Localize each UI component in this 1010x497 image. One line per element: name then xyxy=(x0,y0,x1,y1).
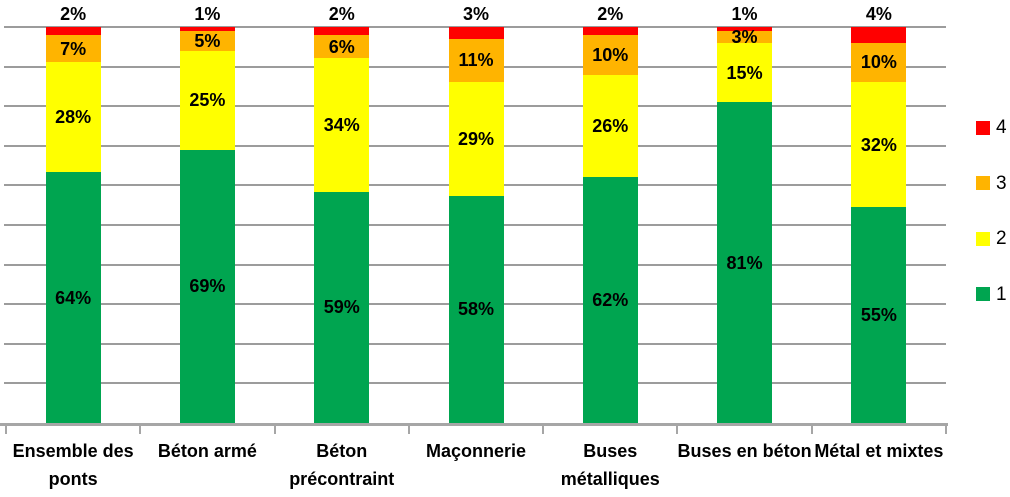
bar-value-label-series3-cat1: 7% xyxy=(60,38,87,59)
bar-segment-series2-cat3 xyxy=(314,58,370,192)
bar-segment-series4-cat3 xyxy=(314,27,370,35)
bar-segment-series3-cat6 xyxy=(717,30,773,43)
x-axis-tick xyxy=(542,426,545,434)
bar-value-label-series1-cat3: 59% xyxy=(323,297,360,318)
bar-segment-series3-cat1 xyxy=(45,34,101,63)
bar-value-label-series1-cat2: 69% xyxy=(189,276,226,297)
bar-segment-series1-cat4 xyxy=(448,195,504,423)
category-label-5: Buses métalliques xyxy=(560,441,660,489)
legend-item-4: 4 xyxy=(976,118,1007,137)
bar-segment-series3-cat5 xyxy=(582,34,638,75)
legend-label-series1: 1 xyxy=(996,283,1007,305)
bar-segment-series1-cat1 xyxy=(45,172,101,423)
legend-item-2: 2 xyxy=(976,229,1007,248)
bar-segment-series1-cat7 xyxy=(851,207,907,423)
category-label-6: Buses en béton xyxy=(677,441,812,461)
legend-swatch-series3 xyxy=(976,176,990,190)
bar-segment-series4-cat1 xyxy=(45,27,101,35)
bar-top-value-label-cat5: 2% xyxy=(597,4,624,24)
bar-segment-series1-cat3 xyxy=(314,191,370,423)
x-axis-tick xyxy=(5,426,7,434)
category-label-3: Béton précontraint xyxy=(289,441,395,489)
bar-segment-series4-cat7 xyxy=(851,27,907,43)
bar-value-label-series3-cat2: 5% xyxy=(194,30,221,51)
bar-segment-series2-cat6 xyxy=(717,42,773,103)
x-axis-tick xyxy=(945,426,947,434)
category-label-1: Ensemble des ponts xyxy=(12,441,134,489)
legend-item-3: 3 xyxy=(976,174,1007,193)
bar-value-label-series1-cat6: 81% xyxy=(726,252,763,273)
bar-value-label-series2-cat4: 29% xyxy=(457,128,495,149)
bar-segment-series2-cat4 xyxy=(448,81,504,196)
bar-segment-series1-cat6 xyxy=(717,102,773,423)
bar-top-value-label-cat1: 2% xyxy=(60,4,87,24)
bar-segment-series2-cat5 xyxy=(582,74,638,178)
legend-swatch-series2 xyxy=(976,231,990,246)
bar-value-label-series3-cat4: 11% xyxy=(458,50,494,71)
bar-segment-series3-cat2 xyxy=(179,30,235,51)
bar-segment-series2-cat2 xyxy=(179,50,235,150)
legend-label-series3: 3 xyxy=(996,172,1007,194)
bar-top-value-label-cat6: 1% xyxy=(731,4,758,24)
bar-value-label-series1-cat4: 58% xyxy=(457,299,495,320)
bar-segment-series4-cat6 xyxy=(717,27,773,31)
x-axis-tick xyxy=(810,426,813,434)
x-axis-tick xyxy=(139,426,142,434)
bar-value-label-series2-cat5: 26% xyxy=(592,116,629,136)
bar-segment-series3-cat7 xyxy=(851,42,907,82)
legend-item-1: 1 xyxy=(976,285,1007,304)
x-axis-tick xyxy=(407,426,410,434)
bar-value-label-series3-cat3: 6% xyxy=(328,36,355,57)
bar-value-label-series1-cat1: 64% xyxy=(55,287,92,308)
bar-segment-series1-cat5 xyxy=(582,177,638,423)
legend-label-series4: 4 xyxy=(996,117,1007,138)
bar-value-label-series2-cat6: 15% xyxy=(726,62,763,83)
bar-value-label-series3-cat7: 10% xyxy=(860,52,897,73)
legend: 4 3 2 1 xyxy=(976,118,1010,308)
bar-top-value-label-cat3: 2% xyxy=(328,4,355,24)
x-axis-tick xyxy=(676,426,679,434)
bar-segment-series2-cat1 xyxy=(45,62,101,173)
bar-segment-series4-cat5 xyxy=(582,27,638,35)
category-label-4: Maçonnerie xyxy=(425,441,526,461)
legend-label-series2: 2 xyxy=(996,228,1007,249)
bar-value-label-series2-cat7: 32% xyxy=(860,134,897,155)
bar-value-label-series1-cat7: 55% xyxy=(860,305,897,326)
bar-value-label-series2-cat3: 34% xyxy=(323,115,360,136)
bar-segment-series1-cat2 xyxy=(179,149,235,423)
bar-segment-series3-cat3 xyxy=(314,34,370,59)
category-label-2: Béton armé xyxy=(157,441,257,461)
x-axis-tick xyxy=(273,426,276,434)
bar-value-label-series2-cat1: 28% xyxy=(55,107,92,128)
bar-top-value-label-cat4: 3% xyxy=(462,4,489,24)
bar-value-label-series2-cat2: 25% xyxy=(189,90,226,111)
bar-value-label-series3-cat5: 10% xyxy=(592,44,629,65)
bar-segment-series4-cat2 xyxy=(179,27,235,31)
bar-segment-series2-cat7 xyxy=(851,81,907,208)
category-label-7: Métal et mixtes xyxy=(814,441,944,461)
bar-value-label-series3-cat6: 3% xyxy=(731,26,758,47)
bar-value-label-series1-cat5: 62% xyxy=(592,290,629,311)
x-axis-line xyxy=(0,423,948,426)
bar-top-value-label-cat2: 1% xyxy=(194,4,221,24)
bar-segment-series3-cat4 xyxy=(448,38,504,82)
legend-swatch-series4 xyxy=(976,120,990,135)
bar-segment-series4-cat4 xyxy=(448,27,504,39)
legend-swatch-series1 xyxy=(976,287,990,301)
bar-top-value-label-cat7: 4% xyxy=(865,4,892,24)
